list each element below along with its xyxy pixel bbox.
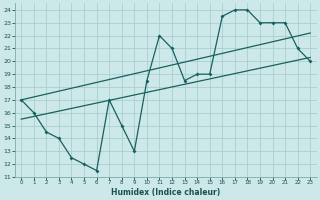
X-axis label: Humidex (Indice chaleur): Humidex (Indice chaleur) (111, 188, 220, 197)
